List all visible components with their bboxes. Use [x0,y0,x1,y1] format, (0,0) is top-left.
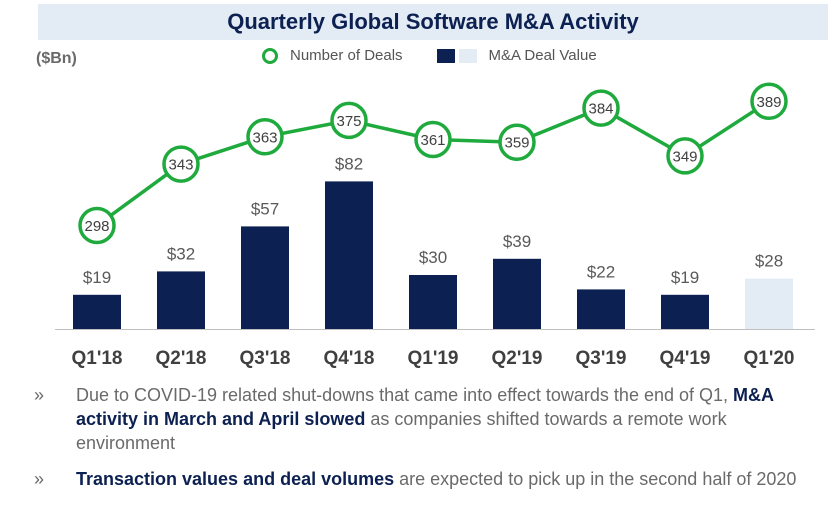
x-tick-Q2'18: Q2'18 [156,348,207,369]
bar-label-Q2'18: $32 [167,244,195,263]
deal-label-Q1'19: 361 [420,132,445,149]
legend-deals-label: Number of Deals [290,47,403,64]
bar-label-Q1'20: $28 [755,252,783,271]
deal-label-Q2'19: 359 [504,135,529,152]
note-2-text: Transaction values and deal volumes are … [76,469,797,489]
legend-value-marker [436,48,455,63]
chart-title: Quarterly Global Software M&A Activity [227,9,639,34]
deal-label-Q4'19: 349 [672,148,697,165]
deal-point-Q1'20 [750,82,788,121]
bar-Q4'19 [661,294,709,329]
chart-area: $19 Q1'18 $32 Q2'18 $57 Q3'18 $82 Q4'18 $30 Q1'19… [55,82,815,369]
deal-point-Q1'18 [78,206,116,245]
bar-label-Q2'19: $39 [503,232,531,251]
note-1-text: Due to COVID-19 related shut-downs that … [76,385,774,453]
deal-label-Q3'19: 384 [588,101,613,118]
x-tick-Q1'19: Q1'19 [408,348,459,369]
bar-Q3'18 [241,226,289,329]
x-tick-Q1'18: Q1'18 [72,348,123,369]
x-tick-Q4'18: Q4'18 [324,348,375,369]
bar-Q1'19 [409,275,457,329]
deal-label-Q1'20: 389 [756,94,781,111]
note-2-bullet: » [34,469,45,489]
bar-label-Q1'19: $30 [419,248,447,267]
deal-label-Q2'18: 343 [168,157,193,174]
note-1: » Due to COVID-19 related shut-downs tha… [34,383,824,455]
unit-label: ($Bn) [36,50,77,67]
deal-label-Q3'18: 363 [252,129,277,146]
bar-label-Q1'18: $19 [83,268,111,287]
bar-Q1'20 [745,278,793,329]
legend-deals-marker [262,47,278,64]
x-tick-Q2'19: Q2'19 [492,348,543,369]
x-tick-Q1'20: Q1'20 [744,348,795,369]
legend-value-label: M&A Deal Value [488,47,597,64]
deal-point-Q1'19 [414,120,452,159]
bar-label-Q4'18: $82 [335,154,363,173]
bar-Q4'18 [325,181,373,329]
bar-label-Q3'19: $22 [587,262,615,281]
bar-label-Q3'18: $57 [251,199,279,218]
deal-label-Q1'18: 298 [84,218,109,235]
deal-point-Q3'18 [246,118,284,156]
bar-Q3'19 [577,289,625,329]
bar-Q2'18 [157,271,205,329]
notes: » Due to COVID-19 related shut-downs tha… [34,383,824,503]
x-tick-Q4'19: Q4'19 [660,348,711,369]
deal-point-Q2'18 [162,145,200,183]
note-2: » Transaction values and deal volumes ar… [34,467,824,491]
legend-value-highlight-marker [458,48,477,63]
deal-label-Q4'18: 375 [336,113,361,130]
bar-Q1'18 [73,294,121,329]
x-tick-Q3'18: Q3'18 [240,348,291,369]
deal-point-Q3'19 [582,89,620,127]
bar-label-Q4'19: $19 [671,268,699,287]
note-1-bullet: » [34,385,45,405]
legend: Number of Deals M&A Deal Value [262,47,597,64]
bar-Q2'19 [493,258,541,329]
deal-point-Q4'18 [330,101,368,140]
deal-point-Q4'19 [666,137,704,175]
title-bar: Quarterly Global Software M&A Activity [38,4,828,40]
x-tick-Q3'19: Q3'19 [576,348,627,369]
deal-point-Q2'19 [498,123,536,161]
